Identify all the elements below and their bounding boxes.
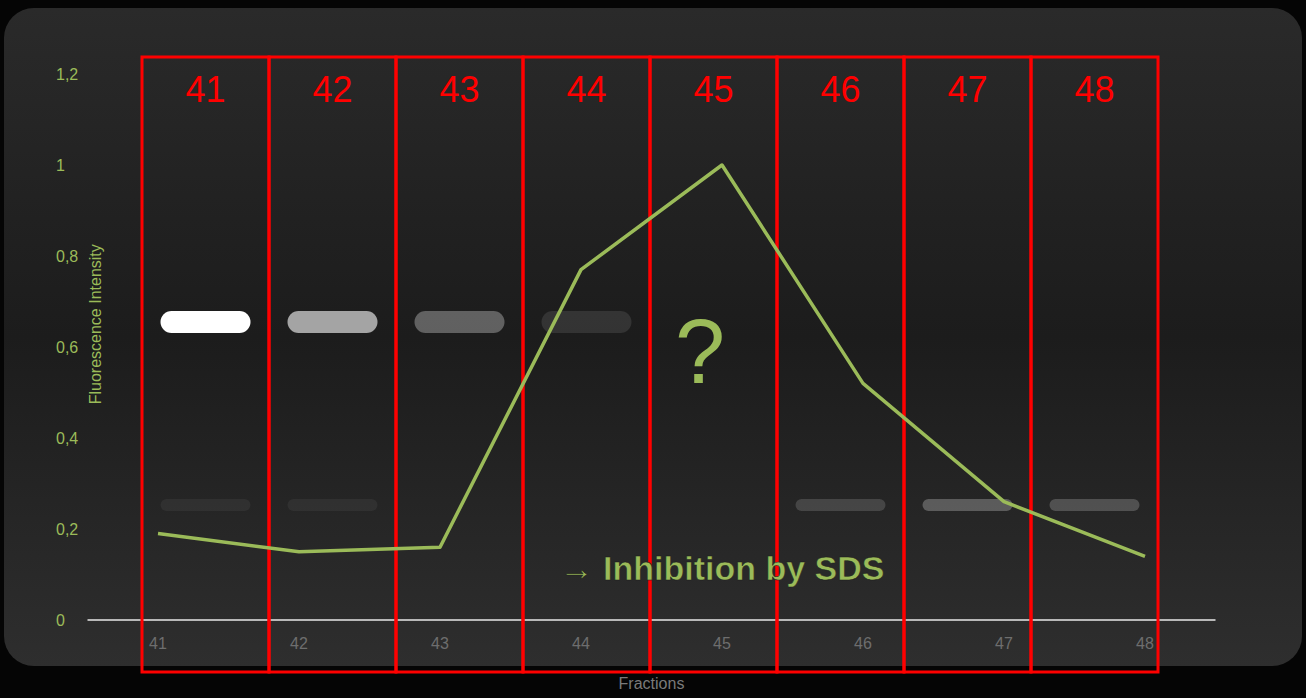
x-tick-label: 45 bbox=[713, 635, 731, 652]
x-tick-label: 42 bbox=[290, 635, 308, 652]
lane-label: 47 bbox=[947, 69, 987, 110]
y-tick-label: 0 bbox=[56, 612, 65, 629]
x-tick-label: 43 bbox=[431, 635, 449, 652]
upper-band bbox=[161, 311, 251, 333]
y-tick-label: 0,6 bbox=[56, 339, 78, 356]
y-tick-label: 1,2 bbox=[56, 66, 78, 83]
lane-label: 43 bbox=[439, 69, 479, 110]
annotation: ? bbox=[675, 302, 725, 402]
lane-label: 46 bbox=[820, 69, 860, 110]
lower-band bbox=[669, 499, 759, 511]
upper-band bbox=[1050, 311, 1140, 333]
y-tick-label: 0,8 bbox=[56, 248, 78, 265]
background bbox=[0, 0, 1306, 698]
x-tick-label: 44 bbox=[572, 635, 590, 652]
lane-box bbox=[142, 57, 269, 672]
lower-band bbox=[161, 499, 251, 511]
upper-band bbox=[796, 311, 886, 333]
x-tick-label: 47 bbox=[995, 635, 1013, 652]
y-tick-label: 1 bbox=[56, 157, 65, 174]
lower-band bbox=[1050, 499, 1140, 511]
y-tick-label: 0,4 bbox=[56, 430, 78, 447]
x-tick-label: 48 bbox=[1136, 635, 1154, 652]
lane-label: 41 bbox=[185, 69, 225, 110]
y-tick-label: 0,2 bbox=[56, 521, 78, 538]
lower-band bbox=[542, 499, 632, 511]
lane-box bbox=[904, 57, 1031, 672]
upper-band bbox=[415, 311, 505, 333]
lower-band bbox=[923, 499, 1013, 511]
lower-band bbox=[288, 499, 378, 511]
chart: 414243444546474800,20,40,60,811,24142434… bbox=[0, 0, 1306, 698]
lanes: 41 42 43 44 45 46 47 48 bbox=[142, 57, 1158, 672]
lane-box bbox=[1031, 57, 1158, 672]
lane-box bbox=[269, 57, 396, 672]
lane-label: 42 bbox=[312, 69, 352, 110]
line-series bbox=[158, 165, 1145, 556]
x-tick-label: 46 bbox=[854, 635, 872, 652]
upper-band bbox=[923, 311, 1013, 333]
lane-label: 45 bbox=[693, 69, 733, 110]
lane-label: 48 bbox=[1074, 69, 1114, 110]
lane-label: 44 bbox=[566, 69, 606, 110]
x-tick-label: 41 bbox=[149, 635, 167, 652]
lower-band bbox=[796, 499, 886, 511]
gel bbox=[4, 8, 1302, 666]
y-axis-title: Fluorescence Intensity bbox=[87, 244, 104, 404]
x-axis-title: Fractions bbox=[619, 675, 685, 692]
upper-band bbox=[288, 311, 378, 333]
lane-box bbox=[396, 57, 523, 672]
plot-area bbox=[158, 165, 1145, 556]
annotation: → Inhibition by SDS bbox=[560, 549, 885, 587]
